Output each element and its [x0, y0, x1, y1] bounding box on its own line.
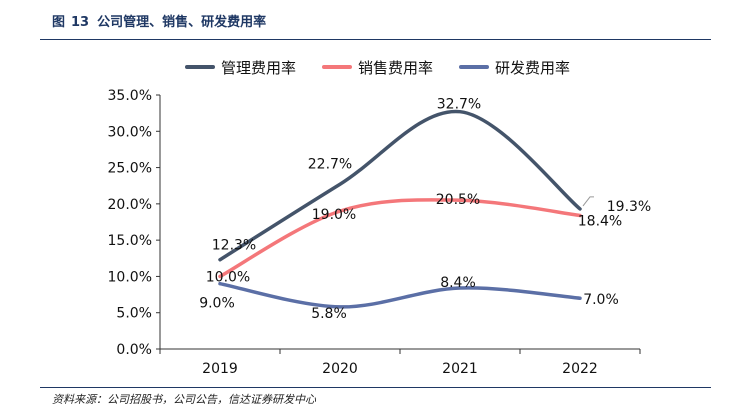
data-label-admin: 19.3%: [607, 199, 651, 215]
x-tick-label: 2022: [562, 361, 598, 377]
source-note: 资料来源：公司招股书，公司公告，信达证券研发中心: [52, 393, 316, 406]
y-tick-label: 30.0%: [108, 124, 152, 140]
legend-swatch-sales: [322, 65, 352, 69]
y-tick-label: 10.0%: [108, 269, 152, 285]
figure-title: 图 13 公司管理、销售、研发费用率: [52, 12, 266, 34]
y-tick-label: 0.0%: [116, 342, 152, 358]
data-label-admin: 22.7%: [308, 156, 352, 172]
figure-label: 图: [52, 15, 66, 30]
y-tick-label: 20.0%: [108, 197, 152, 213]
data-label-rnd: 5.8%: [311, 306, 347, 322]
series-line-sales: [218, 198, 582, 279]
legend-label-rnd: 研发费用率: [495, 58, 571, 77]
data-label-sales: 20.5%: [436, 192, 480, 208]
legend-item-sales: 销售费用率: [322, 56, 433, 78]
figure-title-text: 公司管理、销售、研发费用率: [97, 15, 267, 30]
chart-legend: 管理费用率 销售费用率 研发费用率: [0, 56, 731, 78]
data-label-sales: 10.0%: [206, 269, 250, 285]
x-tick-label: 2019: [202, 361, 238, 377]
title-rule: [40, 39, 711, 40]
data-label-rnd: 7.0%: [583, 292, 619, 308]
legend-item-admin: 管理费用率: [185, 56, 296, 78]
data-label-rnd: 9.0%: [199, 296, 235, 312]
y-tick-label: 5.0%: [116, 306, 152, 322]
data-label-sales: 19.0%: [312, 207, 356, 223]
data-label-admin: 32.7%: [437, 97, 481, 113]
data-label-rnd: 8.4%: [440, 275, 476, 291]
series-line-admin: [218, 109, 582, 262]
source-rule: [40, 387, 711, 388]
legend-label-admin: 管理费用率: [221, 58, 297, 77]
y-tick-label: 25.0%: [108, 161, 152, 177]
x-tick-label: 2020: [322, 361, 358, 377]
legend-swatch-admin: [185, 65, 215, 69]
legend-item-rnd: 研发费用率: [459, 56, 570, 78]
legend-swatch-rnd: [459, 65, 489, 69]
series-line-rnd: [218, 281, 582, 309]
figure-number: 13: [71, 15, 90, 30]
legend-label-sales: 销售费用率: [358, 58, 434, 77]
data-label-sales: 18.4%: [578, 213, 622, 229]
y-tick-label: 35.0%: [108, 88, 152, 104]
data-label-admin: 12.3%: [212, 238, 256, 254]
y-tick-label: 15.0%: [108, 233, 152, 249]
leader-line: [582, 196, 594, 207]
x-tick-label: 2021: [442, 361, 478, 377]
